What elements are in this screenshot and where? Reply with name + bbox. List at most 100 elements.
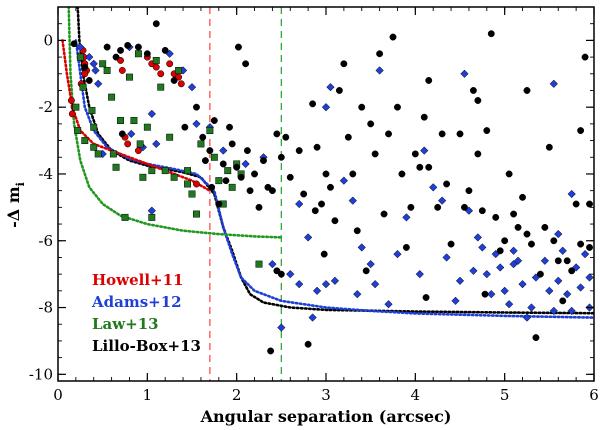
data-point-1-40 — [375, 66, 384, 75]
axis-ticks: 0 1 2 3 4 5 6 0 -2 -4 -6 -8 -10 — [29, 6, 599, 404]
data-point-0-21 — [193, 180, 200, 188]
data-point-3-1 — [81, 63, 89, 71]
data-point-3-57 — [362, 267, 370, 275]
data-point-3-39 — [273, 130, 281, 138]
data-point-0-10 — [118, 66, 126, 74]
x-tick-label-4: 4 — [411, 386, 421, 404]
x-tick-label-0: 0 — [53, 386, 63, 404]
data-point-2-32 — [193, 210, 200, 218]
data-point-2-15 — [121, 213, 129, 221]
data-point-1-51 — [478, 243, 487, 252]
data-point-1-47 — [455, 276, 465, 285]
x-tick-label-2: 2 — [232, 386, 242, 404]
data-point-1-30 — [321, 103, 331, 112]
data-point-2-4 — [81, 137, 89, 145]
data-point-2-1 — [79, 83, 87, 91]
data-point-3-87 — [496, 247, 504, 255]
data-point-3-32 — [255, 203, 263, 211]
data-point-1-43 — [442, 253, 451, 262]
data-point-3-97 — [541, 223, 549, 231]
data-point-3-92 — [519, 193, 526, 201]
data-point-2-8 — [94, 150, 102, 158]
y-tick-label-3: -6 — [38, 232, 53, 250]
data-point-1-72 — [576, 283, 585, 292]
data-point-3-0 — [70, 40, 78, 48]
data-point-1-26 — [308, 313, 317, 322]
data-point-3-9 — [143, 50, 151, 58]
data-point-1-34 — [357, 243, 366, 252]
data-point-0-22 — [134, 147, 142, 155]
data-point-3-111 — [577, 127, 585, 135]
data-point-1-57 — [504, 300, 514, 309]
y-axis-title-main: -Δ m — [4, 186, 23, 228]
data-point-0-16 — [157, 70, 165, 78]
data-point-1-45 — [415, 269, 424, 279]
data-point-3-75 — [443, 180, 451, 188]
data-point-3-88 — [501, 237, 509, 245]
data-point-1-52 — [482, 269, 491, 279]
data-point-2-34 — [206, 127, 214, 135]
data-point-1-66 — [549, 306, 558, 316]
legend-entry-2: Law+13 — [92, 315, 159, 333]
data-point-2-24 — [152, 56, 160, 64]
data-point-2-22 — [148, 167, 156, 175]
data-point-3-44 — [300, 190, 308, 198]
data-point-3-109 — [425, 77, 433, 84]
series-3 — [70, 20, 593, 355]
data-point-2-18 — [134, 50, 142, 58]
data-point-3-110 — [523, 87, 531, 94]
data-point-3-77 — [456, 130, 464, 138]
data-point-1-79 — [469, 266, 478, 275]
data-point-3-105 — [577, 240, 585, 248]
data-point-1-0 — [76, 42, 85, 52]
data-point-2-16 — [126, 73, 133, 81]
data-point-1-39 — [402, 213, 411, 222]
series-1 — [76, 42, 594, 332]
data-point-1-42 — [437, 196, 447, 205]
data-point-3-29 — [243, 147, 251, 155]
data-point-1-56 — [500, 286, 509, 295]
data-point-3-99 — [550, 237, 558, 245]
data-point-3-59 — [371, 150, 379, 158]
legend-entry-0: Howell+11 — [92, 271, 183, 289]
data-point-1-70 — [567, 306, 576, 316]
data-point-1-68 — [558, 246, 567, 255]
data-point-3-86 — [492, 213, 500, 221]
data-point-3-112 — [474, 97, 482, 104]
data-point-3-51 — [327, 183, 334, 191]
data-point-2-19 — [136, 140, 144, 148]
data-point-3-73 — [434, 203, 442, 211]
data-point-3-22 — [222, 177, 230, 185]
data-point-1-36 — [370, 280, 380, 289]
data-point-1-64 — [540, 256, 550, 265]
data-point-1-78 — [509, 259, 518, 269]
data-point-1-9 — [147, 109, 156, 119]
x-tick-label-5: 5 — [500, 386, 510, 404]
data-point-3-113 — [349, 170, 357, 178]
data-point-2-29 — [175, 66, 183, 74]
data-point-3-47 — [311, 207, 319, 215]
data-point-2-27 — [166, 133, 174, 141]
limit-curve-0 — [76, 7, 594, 315]
data-point-3-23 — [226, 123, 233, 131]
data-point-1-24 — [321, 280, 331, 289]
data-point-1-58 — [509, 246, 518, 255]
data-point-2-36 — [215, 177, 223, 185]
plot-background — [58, 7, 594, 381]
data-point-3-54 — [340, 60, 348, 68]
data-point-3-89 — [505, 170, 513, 178]
data-point-3-72 — [425, 163, 433, 171]
data-point-3-42 — [286, 173, 294, 181]
data-point-3-70 — [420, 113, 428, 121]
data-point-3-98 — [545, 143, 553, 151]
data-point-3-6 — [118, 130, 126, 138]
data-point-1-25 — [277, 323, 286, 332]
data-point-2-28 — [170, 173, 178, 181]
legend-entry-3: Lillo-Box+13 — [92, 337, 201, 355]
data-point-1-55 — [496, 263, 505, 272]
data-point-3-35 — [268, 187, 276, 195]
data-point-2-20 — [139, 173, 147, 181]
data-point-3-60 — [376, 50, 384, 58]
y-tick-label-4: -8 — [38, 299, 53, 317]
data-point-3-81 — [474, 150, 482, 158]
